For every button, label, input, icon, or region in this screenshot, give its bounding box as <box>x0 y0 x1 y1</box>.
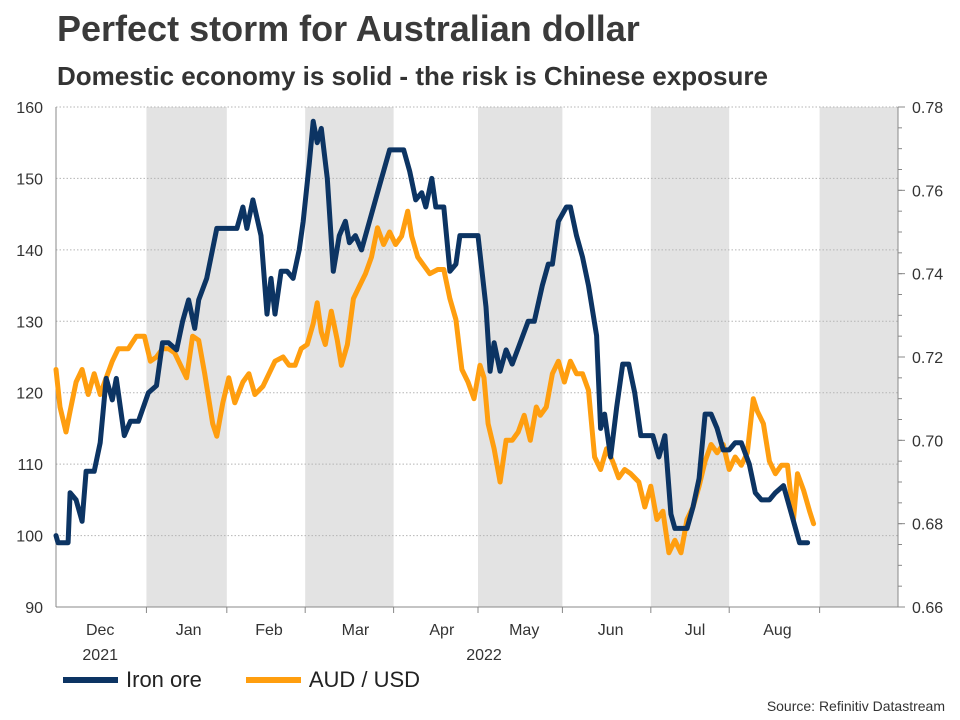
x-tick-label-dec: Dec <box>86 622 114 639</box>
chart-subtitle: Domestic economy is solid - the risk is … <box>57 61 768 91</box>
left-tick-label-110: 110 <box>17 457 43 474</box>
legend-swatch-iron-ore <box>63 677 118 683</box>
axes: 90 100 110 120 130 140 150 160 0.66 0.68 0.70 0.72 0… <box>16 100 943 664</box>
x-tick-label-mar: Mar <box>342 622 370 639</box>
x-tick-label-may: May <box>509 622 539 639</box>
x-tick-label-feb: Feb <box>255 622 283 639</box>
legend-label-aud-usd: AUD / USD <box>308 667 421 692</box>
x-tick-label-apr: Apr <box>429 622 455 639</box>
right-tick-label-0.72: 0.72 <box>912 350 943 367</box>
right-tick-label-0.70: 0.70 <box>912 433 943 450</box>
source-note: Source: Refinitiv Datastream <box>766 698 945 714</box>
right-tick-label-0.66: 0.66 <box>912 600 943 617</box>
right-tick-label-0.78: 0.78 <box>912 100 943 117</box>
x-tick-label-jul: Jul <box>685 622 705 639</box>
shaded-bands <box>146 107 898 607</box>
legend-item-iron-ore: Iron ore <box>63 667 202 693</box>
right-tick-label-0.76: 0.76 <box>912 183 943 200</box>
year-label-2022: 2022 <box>466 647 502 664</box>
right-tick-label-0.74: 0.74 <box>912 267 943 284</box>
year-label-2021: 2021 <box>82 647 118 664</box>
left-tick-label-120: 120 <box>16 386 43 403</box>
shaded-band-3 <box>650 107 730 607</box>
legend-item-aud-usd: AUD / USD <box>245 667 421 693</box>
right-tick-label-0.68: 0.68 <box>912 517 943 534</box>
left-tick-label-140: 140 <box>16 243 43 260</box>
chart-title: Perfect storm for Australian dollar <box>57 8 640 49</box>
series-line-iron-ore <box>53 118 811 546</box>
x-tick-label-aug: Aug <box>763 622 791 639</box>
series-lines <box>53 118 817 556</box>
legend-swatch-aud-usd <box>245 677 301 683</box>
left-tick-label-130: 130 <box>16 314 43 331</box>
left-tick-label-90: 90 <box>25 600 43 617</box>
left-tick-label-100: 100 <box>16 529 43 546</box>
x-tick-label-jun: Jun <box>598 622 624 639</box>
x-tick-label-jan: Jan <box>176 622 202 639</box>
left-tick-label-160: 160 <box>16 100 43 117</box>
legend: Iron ore AUD / USD <box>63 666 464 694</box>
shaded-band-4 <box>819 107 898 607</box>
legend-label-iron-ore: Iron ore <box>126 667 202 692</box>
left-tick-label-150: 150 <box>16 171 43 188</box>
